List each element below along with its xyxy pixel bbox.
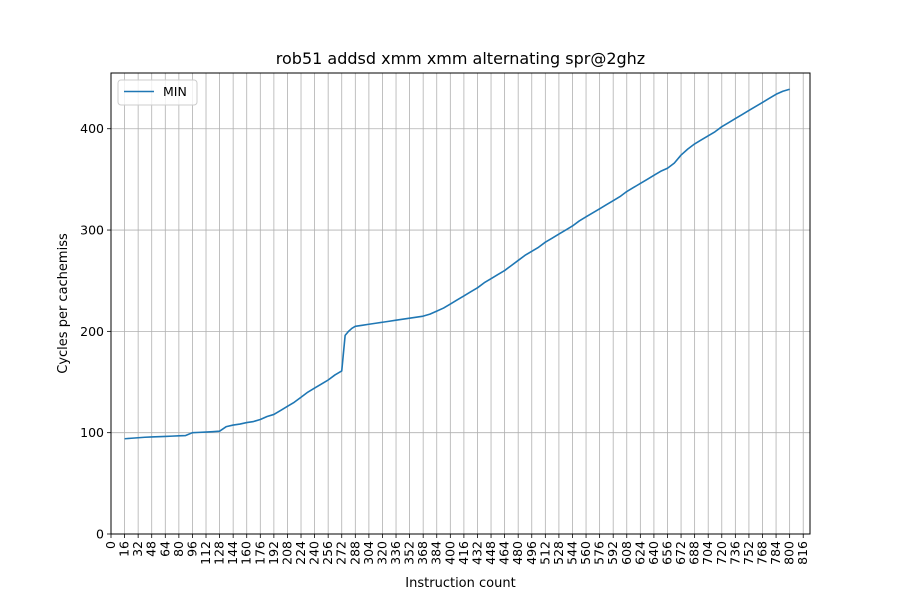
x-tick-label: 256	[320, 541, 335, 565]
x-tick-label: 384	[429, 541, 444, 565]
y-tick-label: 100	[80, 425, 104, 440]
x-tick-label: 160	[239, 541, 254, 565]
x-tick-label: 320	[374, 541, 389, 565]
ticks-layer: 0163248648096112128144160176192208224240…	[80, 121, 810, 565]
x-tick-label: 720	[714, 541, 729, 565]
x-tick-label: 112	[198, 541, 213, 565]
x-tick-label: 416	[456, 541, 471, 565]
x-tick-label: 608	[619, 541, 634, 565]
y-tick-label: 300	[80, 223, 104, 238]
x-tick-label: 560	[578, 541, 593, 565]
series-line-min	[124, 88, 790, 440]
x-tick-label: 192	[266, 541, 281, 565]
x-tick-label: 528	[551, 541, 566, 565]
x-tick-label: 64	[157, 541, 172, 557]
x-tick-label: 448	[483, 541, 498, 565]
x-tick-label: 800	[782, 541, 797, 565]
x-tick-label: 16	[117, 541, 132, 557]
x-tick-label: 784	[768, 541, 783, 565]
x-tick-label: 496	[524, 541, 539, 565]
x-tick-label: 80	[171, 541, 186, 557]
x-tick-label: 48	[144, 541, 159, 557]
x-axis-label: Instruction count	[405, 576, 515, 591]
legend-label: MIN	[163, 84, 187, 99]
x-tick-label: 512	[537, 541, 552, 565]
x-tick-label: 688	[687, 541, 702, 565]
y-tick-label: 0	[96, 527, 104, 542]
x-tick-label: 752	[741, 541, 756, 565]
y-tick-label: 400	[80, 121, 104, 136]
x-tick-label: 704	[700, 541, 715, 565]
x-tick-label: 432	[469, 541, 484, 565]
x-tick-label: 0	[103, 541, 118, 549]
grid-layer	[110, 73, 810, 535]
x-tick-label: 32	[130, 541, 145, 557]
x-tick-label: 288	[347, 541, 362, 565]
plot-frame	[110, 72, 811, 535]
x-tick-label: 128	[212, 541, 227, 565]
x-tick-label: 768	[754, 541, 769, 565]
x-tick-label: 176	[252, 541, 267, 565]
x-tick-label: 224	[293, 541, 308, 565]
x-tick-label: 208	[279, 541, 294, 565]
x-tick-label: 480	[510, 541, 525, 565]
y-axis-label: Cycles per cachemiss	[56, 233, 71, 374]
legend-box	[117, 79, 198, 106]
x-tick-label: 352	[402, 541, 417, 565]
x-tick-label: 400	[442, 541, 457, 565]
x-tick-label: 576	[592, 541, 607, 565]
x-tick-label: 592	[605, 541, 620, 565]
chart-title: rob51 addsd xmm xmm alternating spr@2ghz	[276, 49, 645, 68]
y-tick-label: 200	[80, 324, 104, 339]
x-tick-label: 656	[659, 541, 674, 565]
legend: MIN	[117, 79, 198, 106]
x-tick-label: 144	[225, 541, 240, 565]
x-tick-label: 304	[361, 541, 376, 565]
x-tick-label: 240	[307, 541, 322, 565]
x-tick-label: 736	[727, 541, 742, 565]
x-tick-label: 464	[497, 541, 512, 565]
x-tick-label: 544	[564, 541, 579, 565]
series-layer	[124, 88, 790, 440]
x-tick-label: 672	[673, 541, 688, 565]
x-tick-label: 624	[632, 541, 647, 565]
x-tick-label: 816	[795, 541, 810, 565]
x-tick-label: 368	[415, 541, 430, 565]
x-tick-label: 336	[388, 541, 403, 565]
x-tick-label: 272	[334, 541, 349, 565]
x-tick-label: 640	[646, 541, 661, 565]
x-tick-label: 96	[184, 541, 199, 557]
